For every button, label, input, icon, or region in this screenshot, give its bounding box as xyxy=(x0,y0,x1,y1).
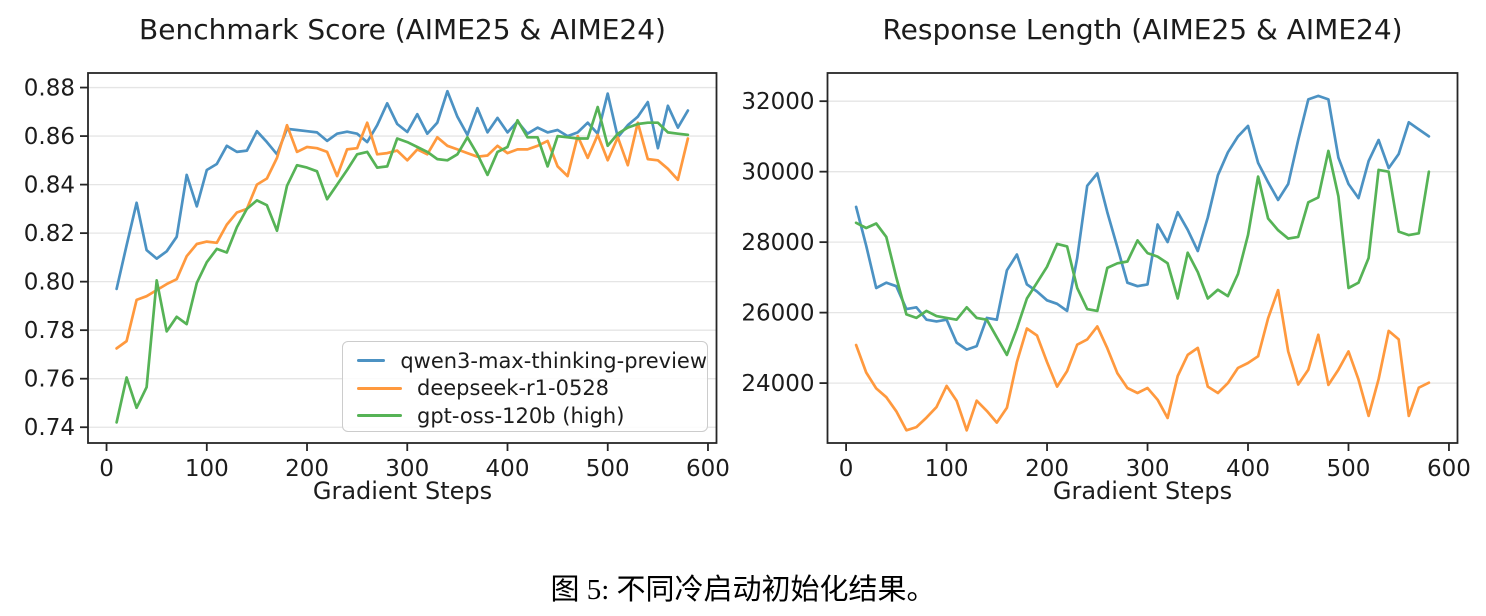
y-tick-label: 28000 xyxy=(741,230,814,256)
x-tick-label: 100 xyxy=(925,456,969,482)
series-line-deepseek-r1-0528 xyxy=(854,288,1431,432)
response-length-chart-border xyxy=(826,72,1459,444)
legend-line-sample xyxy=(357,386,402,390)
x-tick-label: 500 xyxy=(586,456,630,482)
y-tick-label: 24000 xyxy=(741,371,814,397)
legend-item: qwen3-max-thinking-preview xyxy=(357,347,707,375)
series-line-gpt-oss-120b (high) xyxy=(854,149,1431,357)
x-tick-label: 600 xyxy=(1427,456,1471,482)
x-tick-label: 500 xyxy=(1327,456,1371,482)
legend-line-sample xyxy=(357,414,402,418)
x-tick-label: 400 xyxy=(1226,456,1270,482)
x-axis-label-left: Gradient Steps xyxy=(312,477,493,505)
y-tick-label: 0.88 xyxy=(24,76,75,102)
x-tick-label: 0 xyxy=(99,456,114,482)
x-tick-label: 200 xyxy=(285,456,329,482)
benchmark-score-title: Benchmark Score (AIME25 & AIME24) xyxy=(139,13,666,46)
series-line-deepseek-r1-0528 xyxy=(115,121,690,350)
legend-label: gpt-oss-120b (high) xyxy=(417,403,625,428)
y-tick-label: 0.84 xyxy=(24,173,75,199)
legend-label: deepseek-r1-0528 xyxy=(417,376,610,401)
legend-label: qwen3-max-thinking-preview xyxy=(400,348,707,373)
series-line-qwen3-max-thinking-preview xyxy=(115,89,690,291)
figure-caption: 图 5: 不同冷启动初始化结果。 xyxy=(550,574,936,606)
y-tick-label: 0.86 xyxy=(24,124,75,150)
y-tick-label: 0.74 xyxy=(24,415,75,441)
series-line-gpt-oss-120b (high) xyxy=(115,105,690,424)
x-tick-label: 300 xyxy=(1126,456,1170,482)
x-axis-label-right: Gradient Steps xyxy=(1052,477,1233,505)
y-tick-label: 26000 xyxy=(741,301,814,327)
x-tick-label: 400 xyxy=(486,456,530,482)
y-tick-label: 0.76 xyxy=(24,367,75,393)
series-line-qwen3-max-thinking-preview xyxy=(854,94,1431,351)
x-tick-label: 200 xyxy=(1025,456,1069,482)
charts-svg: 0.74 0.76 0.78 0.80 0.82 0.84 0.86 0.88 0 100 200 3… xyxy=(24,72,1471,482)
legend-item: gpt-oss-120b (high) xyxy=(357,402,707,430)
benchmark-score-chart-border xyxy=(87,72,718,444)
y-tick-label: 32000 xyxy=(741,89,814,115)
legend-line-sample xyxy=(357,359,386,363)
legend: qwen3-max-thinking-preview deepseek-r1-05… xyxy=(342,341,708,432)
response-length-title: Response Length (AIME25 & AIME24) xyxy=(882,13,1403,46)
y-tick-label: 0.82 xyxy=(24,221,75,247)
legend-item: deepseek-r1-0528 xyxy=(357,375,707,403)
x-tick-label: 0 xyxy=(839,456,854,482)
y-tick-label: 0.78 xyxy=(24,318,75,344)
x-tick-label: 600 xyxy=(686,456,730,482)
x-tick-label: 300 xyxy=(385,456,429,482)
y-tick-label: 30000 xyxy=(741,160,814,186)
x-tick-label: 100 xyxy=(185,456,229,482)
y-tick-label: 0.80 xyxy=(24,270,75,296)
